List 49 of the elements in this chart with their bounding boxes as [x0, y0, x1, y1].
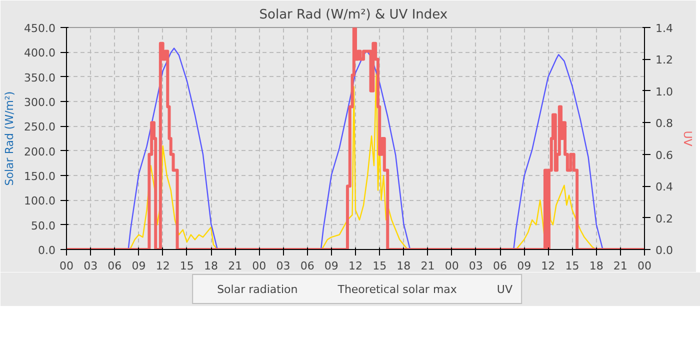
x-tick-label: 00 [252, 260, 266, 272]
text: Theoretical solar max [338, 282, 457, 296]
x-tick-label: 12 [156, 260, 170, 272]
y-tick-label: 450.0 [24, 22, 56, 35]
text: UV [496, 282, 514, 296]
x-tick-label: 09 [517, 260, 532, 272]
x-tick-label: 15 [372, 260, 387, 272]
y-tick-label: 150.0 [24, 170, 56, 183]
x-tick-label: 06 [108, 260, 122, 272]
y2-tick-label: 1.2 [656, 54, 673, 67]
x-tick-label: 00 [638, 260, 652, 272]
x-tick-label: 18 [589, 260, 604, 272]
x-tick-label: 21 [420, 260, 435, 272]
x-tick-label: 15 [565, 260, 580, 272]
x-tick-label: 00 [60, 260, 74, 272]
y-tick-label: 300.0 [24, 96, 56, 109]
x-tick-label: 21 [228, 260, 242, 272]
x-tick-label: 00 [444, 260, 459, 272]
y2-axis-title: UV [680, 130, 694, 147]
x-tick-label: 09 [132, 260, 146, 272]
x-tick-label: 06 [300, 260, 314, 272]
y-tick-label: 0.0 [38, 244, 56, 257]
x-tick-label: 03 [276, 260, 290, 272]
x-tick-label: 15 [180, 260, 194, 272]
y2-tick-label: 0.6 [656, 148, 673, 162]
y-tick-label: 250.0 [24, 120, 56, 134]
y-tick-label: 350.0 [24, 71, 56, 84]
x-tick-label: 06 [493, 260, 507, 272]
x-tick-label: 21 [613, 260, 628, 272]
chart-title: Solar Rad (W/m²) & UV Index [259, 8, 448, 22]
y-tick-label: 50.0 [31, 219, 56, 232]
y2-tick-label: 1.0 [656, 85, 673, 98]
y2-tick-label: 0.8 [656, 117, 673, 130]
text: Solar radiation [217, 282, 298, 296]
y2-tick-label: 0.4 [656, 180, 673, 194]
y2-tick-label: 0.0 [656, 244, 673, 257]
x-tick-label: 12 [348, 260, 362, 272]
y-tick-label: 200.0 [24, 145, 56, 158]
x-tick-label: 18 [396, 260, 411, 272]
y-tick-label: 100.0 [24, 194, 56, 208]
y2-tick-label: 1.4 [656, 22, 673, 35]
y-tick-label: 400.0 [24, 46, 56, 60]
x-tick-label: 03 [84, 260, 98, 272]
y-axis-title: Solar Rad (W/m²) [3, 91, 16, 186]
x-tick-label: 09 [324, 260, 338, 272]
x-tick-label: 18 [204, 260, 218, 272]
y2-tick-label: 0.2 [656, 212, 673, 226]
x-tick-label: 12 [541, 260, 556, 272]
x-tick-label: 03 [468, 260, 483, 272]
